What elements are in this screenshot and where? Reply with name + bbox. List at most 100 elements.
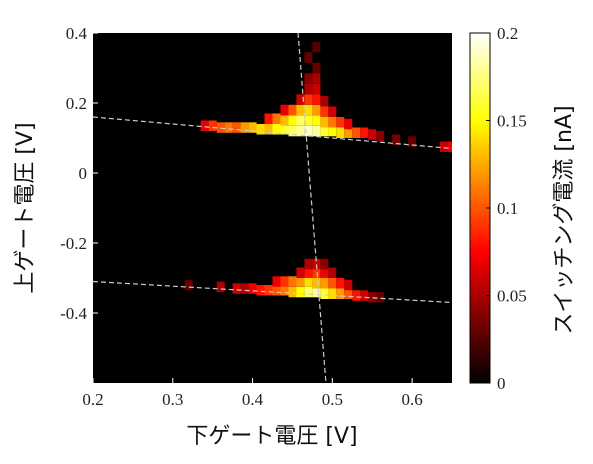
colorbar-tick-label: 0 <box>497 374 506 393</box>
heatmap-cell <box>320 267 329 278</box>
heatmap-cell <box>304 286 313 298</box>
guide-line <box>93 116 452 150</box>
heatmap-cell <box>232 122 241 133</box>
heatmap-cell <box>320 106 329 117</box>
heatmap-cell <box>328 267 337 278</box>
heatmap-cell <box>208 120 217 131</box>
x-tick-label: 0.2 <box>82 390 103 409</box>
heatmap-cell <box>352 127 361 138</box>
heatmap-cell <box>248 283 257 294</box>
heatmap-cell <box>312 286 321 298</box>
heatmap-cell <box>312 115 321 126</box>
heatmap-cell <box>288 286 297 298</box>
y-tick-label: 0.2 <box>66 94 87 113</box>
heatmap-cell <box>304 115 313 126</box>
heatmap-cell <box>336 117 345 128</box>
heatmap-cell <box>280 104 289 116</box>
y-axis-label: 上ゲート電圧 [V] <box>13 122 38 293</box>
heatmap-cell <box>288 115 297 126</box>
heatmap-cell <box>320 278 329 289</box>
heatmap-cell <box>296 104 305 116</box>
heatmap-cell <box>200 120 209 131</box>
heatmap-cell <box>272 276 281 287</box>
heatmap-cell <box>248 122 257 133</box>
heatmap-cell <box>336 127 345 138</box>
heatmap-cell <box>344 288 353 299</box>
heatmap-cell <box>320 117 329 128</box>
x-tick-label: 0.3 <box>162 390 183 409</box>
heatmap-cell <box>320 96 329 107</box>
heatmap-cell <box>304 73 313 84</box>
colorbar-tick-label: 0.05 <box>497 287 527 306</box>
x-axis-label: 下ゲート電圧 [V] <box>186 424 357 449</box>
heatmap-cell <box>320 288 329 299</box>
y-tick-label: -0.4 <box>60 304 87 323</box>
heatmap-cell <box>240 122 249 133</box>
heatmap-cell <box>312 104 321 116</box>
heatmap-cell <box>280 285 289 296</box>
guide-line <box>93 280 452 304</box>
colorbar-tick-label: 0.15 <box>497 112 527 131</box>
y-tick-label: 0 <box>79 164 88 183</box>
heatmap-cell <box>304 125 313 137</box>
heatmap-cell <box>232 283 241 294</box>
heatmap-cell <box>376 131 385 142</box>
heatmap-cell <box>336 288 345 299</box>
heatmap-cell <box>360 127 369 138</box>
heatmap-cell <box>280 124 289 135</box>
heatmap-cell <box>440 141 448 152</box>
heatmap-cell <box>272 124 281 135</box>
heatmap-cell <box>240 283 249 294</box>
heatmap-cell <box>312 94 321 105</box>
heatmap-cell <box>296 276 305 287</box>
heatmap-cell <box>296 286 305 298</box>
heatmap-cell <box>264 285 273 296</box>
heatmap-cell <box>296 125 305 137</box>
heatmap-cell <box>312 125 321 137</box>
heatmap-cell <box>392 134 401 145</box>
heatmap-cell <box>448 141 452 152</box>
heatmap-cell <box>328 106 337 117</box>
heatmap-cell <box>288 125 297 137</box>
heatmap-cell <box>304 83 313 95</box>
heatmap-cell <box>280 276 289 287</box>
x-tick-label: 0.5 <box>322 390 343 409</box>
guide-lines <box>93 33 452 383</box>
heatmap-cell <box>320 258 329 270</box>
heatmap-cell <box>328 125 337 137</box>
heatmap-cell <box>352 290 361 301</box>
heatmap-cell <box>312 278 321 289</box>
colorbar-ticks: 0 0.05 0.1 0.15 0.2 <box>486 24 527 393</box>
heatmap-cell <box>304 104 313 116</box>
heatmap-cell <box>312 267 321 278</box>
heatmap-cell <box>328 117 337 128</box>
colorbar-tick-label: 0.1 <box>497 199 518 218</box>
heatmap-cell <box>344 279 353 291</box>
guide-line <box>297 33 327 383</box>
heatmap-cell <box>184 279 193 291</box>
heatmap-cell <box>304 94 313 105</box>
heatmap-cell <box>312 258 321 270</box>
heatmap-cell <box>272 285 281 296</box>
x-tick-label: 0.4 <box>242 390 264 409</box>
heatmap-cell <box>368 292 377 303</box>
heatmap-cell <box>296 267 305 278</box>
x-tick-label: 0.6 <box>401 390 422 409</box>
heatmap-cell <box>320 125 329 137</box>
heatmap-cell <box>296 115 305 126</box>
heatmap-cell <box>264 113 273 124</box>
heatmap-cell <box>344 127 353 138</box>
heatmap-cell <box>280 115 289 126</box>
heatmap-cells <box>184 41 452 303</box>
colorbar-label: スイッチング電流 [nA] <box>552 105 577 334</box>
heatmap-cell <box>328 278 337 289</box>
y-tick-label: 0.4 <box>66 24 88 43</box>
heatmap-cell <box>288 276 297 287</box>
heatmap-cell <box>224 122 233 133</box>
heatmap-cell <box>368 129 377 140</box>
heatmap-cell <box>272 113 281 124</box>
heatmap-cell <box>336 278 345 289</box>
heatmap-cell <box>328 288 337 299</box>
heatmap-cell <box>296 94 305 105</box>
